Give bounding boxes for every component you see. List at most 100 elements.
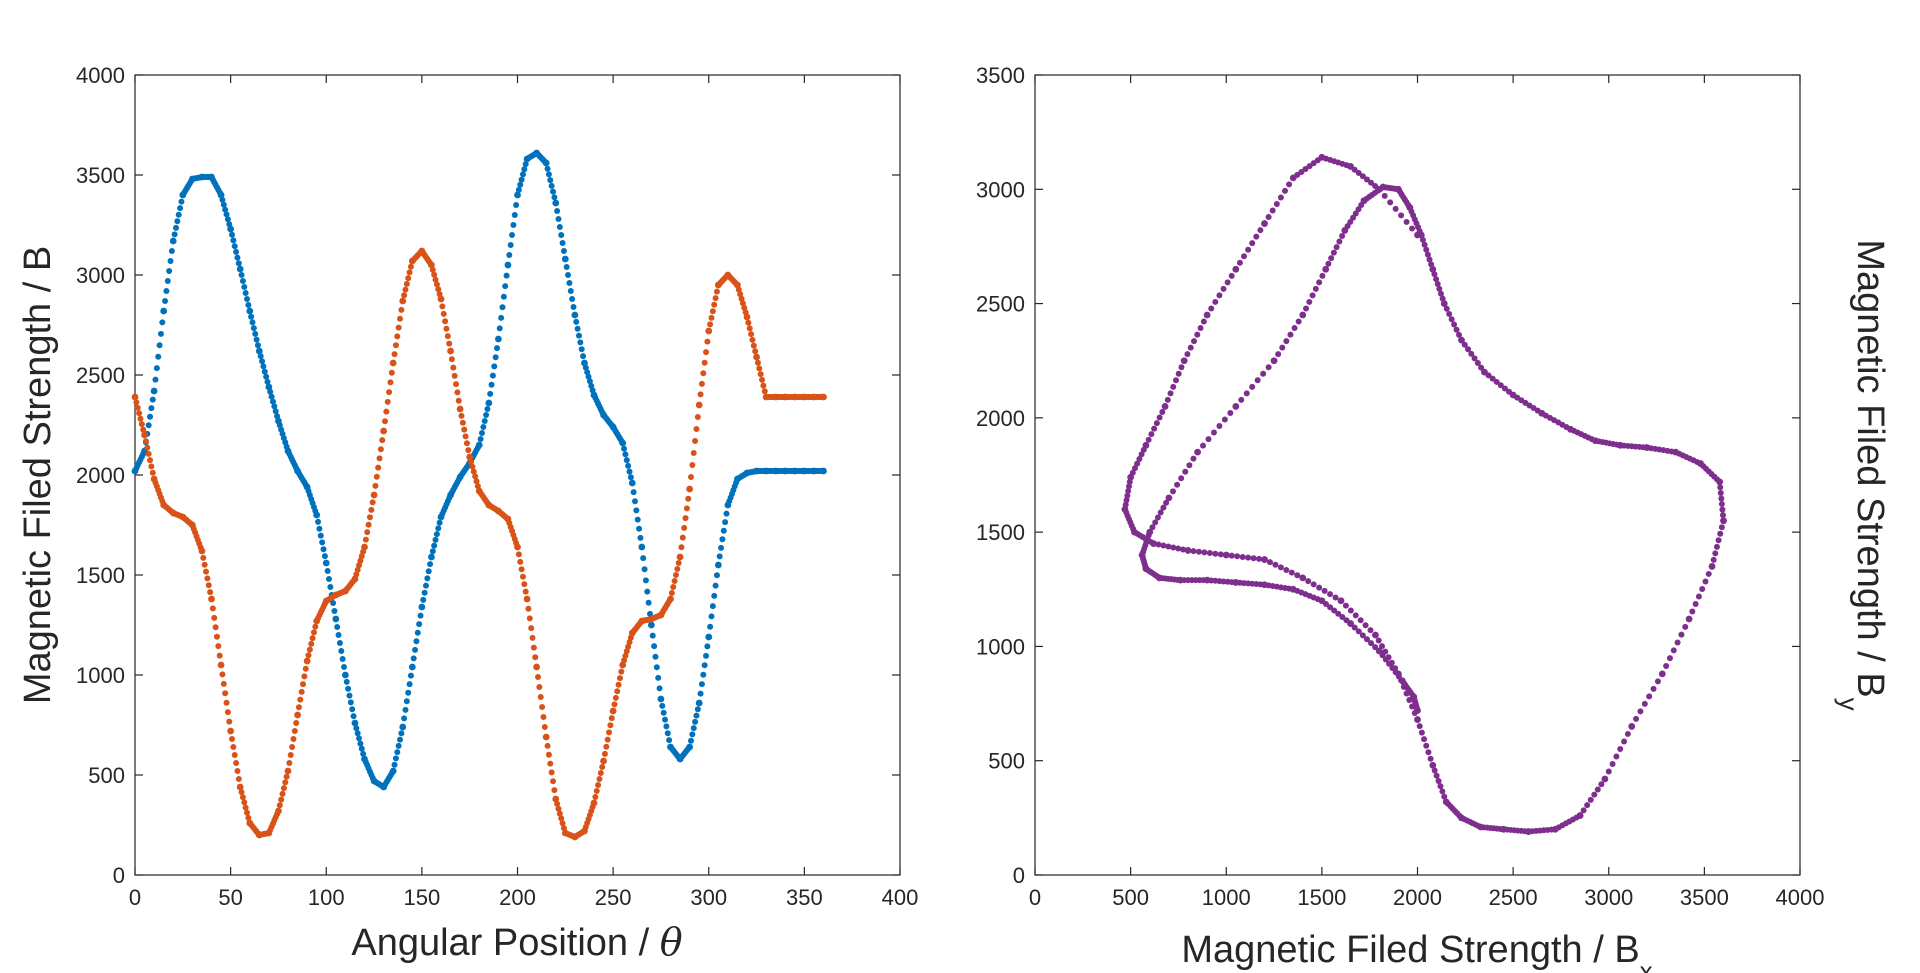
left-y-tick-label: 4000	[76, 63, 125, 88]
right-series-0-point	[1478, 364, 1485, 371]
left-series-1-point	[682, 515, 689, 522]
right-series-0-point	[1145, 436, 1152, 443]
left-series-0-point	[177, 205, 184, 212]
right-series-0-point	[1175, 370, 1182, 377]
left-series-0-point	[687, 737, 694, 744]
right-series-0-point	[1342, 602, 1349, 609]
right-series-0-point	[1277, 194, 1284, 201]
left-series-1-point	[525, 605, 532, 612]
left-x-tick-label: 200	[499, 885, 536, 910]
left-series-1-point	[406, 269, 413, 276]
right-series-0-point	[1257, 227, 1264, 234]
left-series-0-point	[347, 699, 354, 706]
left-series-1-point	[215, 643, 222, 650]
left-series-1-point	[220, 680, 227, 687]
left-series-0-point	[435, 525, 442, 532]
left-series-0-point	[230, 237, 237, 244]
left-series-1-point	[306, 646, 313, 653]
left-series-0-point	[322, 559, 330, 567]
right-series-0-point	[1678, 631, 1685, 638]
left-series-1-point	[599, 764, 606, 770]
left-series-0-point	[559, 240, 566, 246]
left-series-0-point	[510, 222, 517, 228]
left-series-0-point	[325, 576, 332, 582]
left-series-1-point	[294, 711, 301, 719]
left-series-0-point	[313, 511, 321, 519]
right-series-0-point	[1355, 169, 1362, 176]
left-series-1-point	[616, 675, 623, 682]
right-series-0-point	[1637, 708, 1644, 715]
left-series-0-point	[820, 467, 827, 475]
left-series-0-point	[660, 709, 667, 716]
left-series-0-point	[167, 258, 174, 264]
left-series-0-point	[711, 592, 718, 599]
right-chart-points	[1121, 153, 1727, 835]
right-series-0-point	[1453, 326, 1460, 333]
left-series-0-point	[152, 376, 159, 383]
right-series-0-point	[1322, 600, 1329, 607]
right-x-tick-label: 3500	[1680, 885, 1729, 910]
left-series-0-point	[403, 698, 410, 705]
right-series-0-point	[1428, 261, 1435, 268]
left-series-0-point	[233, 248, 240, 255]
left-series-0-point	[249, 319, 256, 326]
left-series-0-point	[619, 439, 627, 447]
right-series-0-point	[1190, 455, 1197, 462]
left-series-0-point	[652, 653, 659, 660]
left-series-1-point	[362, 536, 369, 543]
right-series-0-point	[1347, 620, 1354, 627]
right-series-0-point	[1275, 351, 1282, 358]
left-series-1-point	[136, 410, 143, 417]
left-series-0-point	[156, 342, 163, 349]
right-series-0-point	[1372, 183, 1379, 190]
left-chart-points	[131, 149, 827, 841]
right-series-0-point	[1641, 700, 1648, 707]
left-series-0-point	[217, 191, 225, 199]
left-series-0-point	[331, 608, 338, 614]
left-series-0-point	[697, 690, 704, 697]
left-series-1-point	[373, 473, 380, 480]
left-series-0-point	[641, 566, 648, 573]
left-series-0-point	[499, 304, 506, 311]
left-series-1-point	[198, 547, 206, 555]
left-series-1-point	[283, 773, 290, 780]
right-series-0-point	[1692, 600, 1699, 607]
left-x-tick-label: 250	[595, 885, 632, 910]
left-y-tick-label: 500	[88, 763, 125, 788]
left-series-1-point	[600, 757, 607, 765]
right-x-axis-title-subscript: x	[1640, 956, 1653, 973]
left-series-0-point	[627, 474, 634, 481]
left-series-1-point	[456, 405, 464, 413]
left-y-axis-title: Magnetic Filed Strength / B	[17, 246, 59, 704]
right-series-0-point	[1601, 775, 1609, 783]
left-series-1-point	[701, 359, 708, 366]
left-x-axis-title-symbol: θ	[660, 920, 683, 964]
left-series-0-point	[626, 468, 633, 475]
right-series-0-point	[1423, 742, 1430, 749]
left-series-1-point	[293, 720, 300, 726]
right-series-0-point	[1180, 546, 1187, 553]
left-series-1-point	[526, 615, 533, 622]
left-series-0-point	[334, 624, 341, 630]
left-series-1-point	[676, 553, 684, 561]
left-series-1-point	[366, 514, 373, 521]
left-series-1-point	[695, 401, 703, 409]
left-series-1-point	[432, 276, 439, 283]
right-series-0-point	[1260, 370, 1267, 377]
left-plot-frame	[134, 74, 901, 876]
right-series-0-point	[1155, 541, 1162, 548]
left-series-1-point	[407, 263, 414, 270]
left-series-1-point	[534, 674, 541, 680]
left-series-1-point	[529, 634, 536, 641]
left-series-1-point	[295, 704, 302, 711]
right-series-0-point	[1341, 227, 1349, 234]
left-series-0-point	[164, 278, 171, 284]
right-series-0-point	[1712, 550, 1719, 557]
left-series-1-point	[675, 560, 682, 566]
right-series-0-point	[1227, 409, 1234, 416]
left-series-0-point	[272, 408, 279, 415]
left-series-0-point	[341, 671, 349, 679]
right-series-0-point	[1372, 631, 1379, 639]
left-series-0-point	[261, 368, 268, 375]
right-series-0-point	[1261, 556, 1268, 563]
